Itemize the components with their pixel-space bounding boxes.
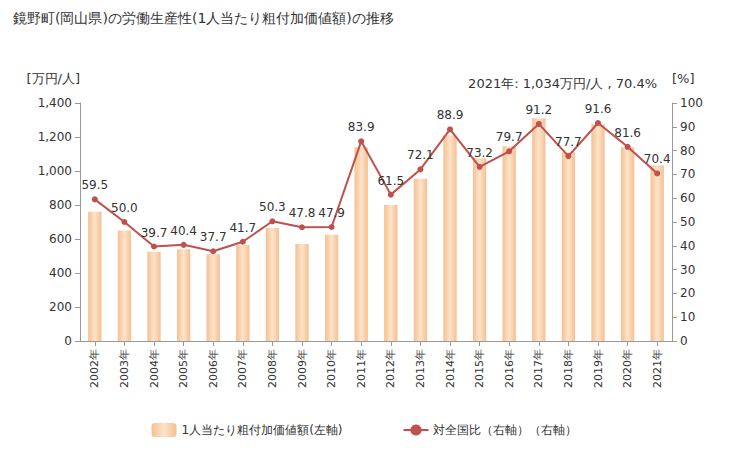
- svg-text:[万円/人]: [万円/人]: [26, 71, 80, 86]
- svg-text:2008年: 2008年: [266, 349, 279, 388]
- svg-text:73.2: 73.2: [466, 146, 493, 160]
- svg-text:100: 100: [680, 96, 703, 110]
- svg-text:400: 400: [49, 266, 72, 280]
- svg-text:0: 0: [64, 334, 72, 348]
- svg-text:1,200: 1,200: [38, 130, 72, 144]
- svg-text:72.1: 72.1: [407, 148, 434, 162]
- svg-text:80: 80: [680, 144, 695, 158]
- svg-text:2005年: 2005年: [177, 349, 190, 388]
- svg-text:88.9: 88.9: [437, 108, 464, 122]
- svg-text:39.7: 39.7: [141, 226, 168, 240]
- svg-text:81.6: 81.6: [614, 126, 641, 140]
- svg-text:79.7: 79.7: [496, 130, 523, 144]
- svg-text:800: 800: [49, 198, 72, 212]
- svg-text:61.5: 61.5: [377, 174, 404, 188]
- svg-text:91.6: 91.6: [585, 102, 612, 116]
- svg-text:2015年: 2015年: [473, 349, 486, 388]
- svg-text:2013年: 2013年: [414, 349, 427, 388]
- svg-text:2009年: 2009年: [296, 349, 309, 388]
- svg-text:2012年: 2012年: [384, 349, 397, 388]
- svg-text:[%]: [%]: [672, 71, 695, 86]
- svg-text:70: 70: [680, 167, 695, 181]
- svg-text:2017年: 2017年: [532, 349, 545, 388]
- svg-text:90: 90: [680, 120, 695, 134]
- svg-text:83.9: 83.9: [348, 120, 375, 134]
- svg-text:41.7: 41.7: [229, 221, 256, 235]
- svg-text:2002年: 2002年: [88, 349, 101, 388]
- svg-text:2021年: 2021年: [651, 349, 664, 388]
- svg-text:30: 30: [680, 263, 695, 277]
- svg-text:鏡野町(岡山県)の労働生産性(1人当たり粗付加価値額)の推移: 鏡野町(岡山県)の労働生産性(1人当たり粗付加価値額)の推移: [13, 10, 394, 26]
- svg-text:37.7: 37.7: [200, 230, 227, 244]
- svg-text:40.4: 40.4: [170, 224, 197, 238]
- svg-text:2003年: 2003年: [118, 349, 131, 388]
- svg-text:2010年: 2010年: [325, 349, 338, 388]
- svg-text:47.9: 47.9: [318, 206, 345, 220]
- svg-text:2018年: 2018年: [562, 349, 575, 388]
- svg-text:2021年: 1,034万円/人 , 70.4%: 2021年: 1,034万円/人 , 70.4%: [468, 76, 657, 91]
- svg-text:1,000: 1,000: [38, 164, 72, 178]
- svg-text:50.3: 50.3: [259, 200, 286, 214]
- svg-text:40: 40: [680, 239, 695, 253]
- svg-text:10: 10: [680, 310, 695, 324]
- svg-text:1人当たり粗付加価値額(左軸): 1人当たり粗付加価値額(左軸): [182, 423, 343, 437]
- svg-text:対全国比（右軸）（右軸）: 対全国比（右軸）（右軸）: [433, 423, 577, 437]
- svg-text:20: 20: [680, 286, 695, 300]
- svg-text:2007年: 2007年: [236, 349, 249, 388]
- svg-text:2006年: 2006年: [207, 349, 220, 388]
- svg-text:0: 0: [680, 334, 688, 348]
- svg-text:1,400: 1,400: [38, 96, 72, 110]
- svg-text:2019年: 2019年: [592, 349, 605, 388]
- svg-text:2014年: 2014年: [444, 349, 457, 388]
- svg-text:60: 60: [680, 191, 695, 205]
- svg-text:50: 50: [680, 215, 695, 229]
- svg-text:200: 200: [49, 300, 72, 314]
- svg-text:50.0: 50.0: [111, 201, 138, 215]
- svg-text:70.4: 70.4: [644, 152, 671, 166]
- svg-text:2020年: 2020年: [621, 349, 634, 388]
- svg-text:2016年: 2016年: [503, 349, 516, 388]
- svg-text:2011年: 2011年: [355, 349, 368, 388]
- svg-text:91.2: 91.2: [525, 103, 552, 117]
- svg-text:77.7: 77.7: [555, 135, 582, 149]
- svg-text:47.8: 47.8: [289, 206, 316, 220]
- svg-text:59.5: 59.5: [81, 178, 108, 192]
- svg-text:600: 600: [49, 232, 72, 246]
- svg-text:2004年: 2004年: [148, 349, 161, 388]
